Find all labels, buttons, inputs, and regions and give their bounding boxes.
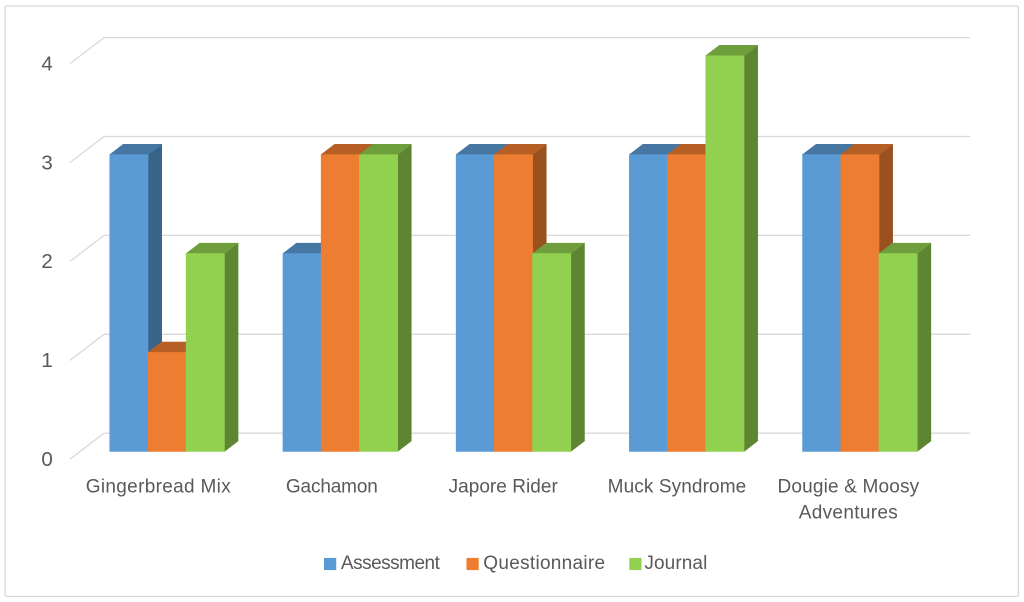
svg-text:0: 0 [41, 448, 52, 471]
svg-text:3: 3 [41, 151, 52, 174]
svg-text:Dougie & Moosy: Dougie & Moosy [778, 476, 920, 497]
svg-text:Japore Rider: Japore Rider [449, 476, 559, 497]
svg-text:Questionnaire: Questionnaire [483, 553, 605, 574]
svg-text:1: 1 [41, 349, 52, 372]
svg-text:Adventures: Adventures [799, 502, 898, 523]
svg-text:Gingerbread Mix: Gingerbread Mix [86, 476, 231, 497]
svg-text:2: 2 [41, 250, 52, 273]
svg-text:Gachamon: Gachamon [286, 476, 378, 497]
svg-text:Muck Syndrome: Muck Syndrome [608, 476, 747, 497]
svg-text:4: 4 [41, 52, 52, 75]
svg-text:Journal: Journal [644, 553, 707, 574]
svg-text:Assessment: Assessment [341, 553, 441, 574]
